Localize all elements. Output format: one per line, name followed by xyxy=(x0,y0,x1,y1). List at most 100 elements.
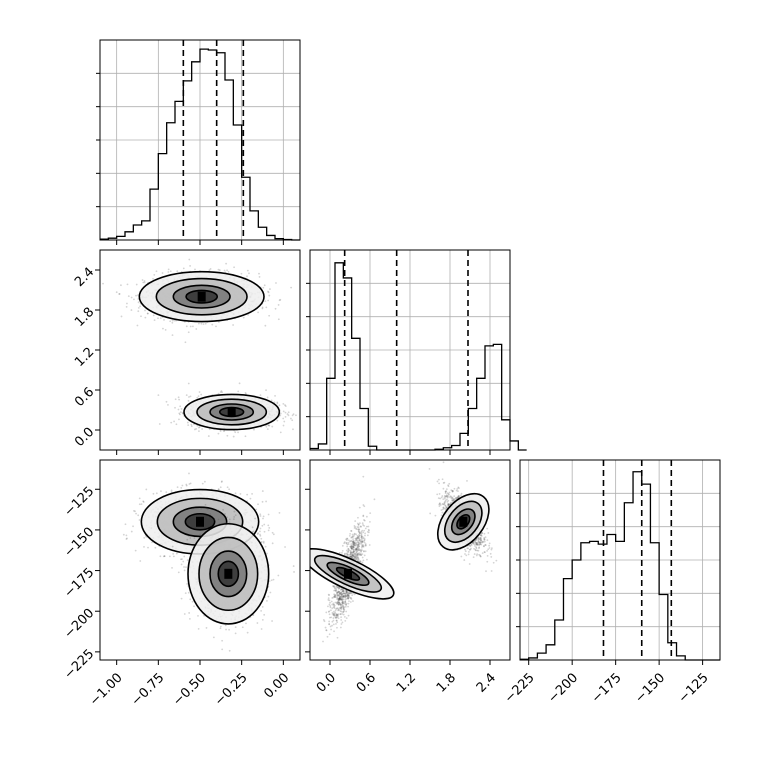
scatter-x-z-point xyxy=(176,486,179,489)
scatter-x-z-point xyxy=(221,648,224,651)
scatter-x-y-point xyxy=(158,423,161,425)
scatter-x-z-point xyxy=(222,508,224,511)
scatter-x-y-point xyxy=(232,435,235,438)
scatter-x-z-point xyxy=(185,566,187,569)
scatter-x-y-point xyxy=(204,322,207,325)
scatter-x-z-point xyxy=(293,571,295,573)
scatter-x-y-point xyxy=(232,324,234,326)
scatter-x-z-point xyxy=(260,609,263,612)
scatter-x-z-points xyxy=(122,472,315,652)
scatter-x-z-point xyxy=(122,533,125,536)
scatter-x-y-point xyxy=(185,325,188,328)
scatter-x-z-point xyxy=(170,489,173,492)
scatter-x-y-point xyxy=(102,282,104,285)
scatter-x-y-point xyxy=(188,258,191,261)
scatter-x-z-point xyxy=(163,555,166,558)
scatter-x-y-point xyxy=(179,411,182,414)
scatter-x-y-point xyxy=(217,321,220,323)
scatter-x-z-point xyxy=(265,500,268,503)
scatter-x-y-point xyxy=(118,293,121,295)
scatter-x-z-point xyxy=(217,488,220,491)
scatter-x-y-point xyxy=(276,419,279,422)
scatter-x-y-point xyxy=(258,276,261,278)
scatter-x-z-point xyxy=(206,508,209,511)
scatter-x-z-point xyxy=(225,628,227,631)
scatter-x-z-point xyxy=(182,560,185,563)
scatter-x-y-point xyxy=(140,315,142,318)
scatter-x-y-point xyxy=(161,272,164,274)
scatter-x-y-point xyxy=(136,324,139,327)
hist-y-panel xyxy=(306,249,527,455)
scatter-x-y-point xyxy=(184,341,187,344)
scatter-x-z-point xyxy=(183,555,186,558)
scatter-x-y-point xyxy=(178,398,181,401)
scatter-x-y-point xyxy=(144,309,146,312)
scatter-x-y-point xyxy=(208,269,211,272)
scatter-x-y-ytick-label: 1.2 xyxy=(72,345,97,370)
scatter-x-z-point xyxy=(188,524,191,526)
scatter-x-z-point xyxy=(183,569,186,572)
scatter-x-z-point xyxy=(233,510,236,513)
scatter-x-z-point xyxy=(201,482,204,485)
scatter-x-y-point xyxy=(137,294,139,297)
scatter-x-z-point xyxy=(130,530,133,533)
scatter-x-y-point xyxy=(248,272,250,275)
scatter-x-z-point xyxy=(228,488,231,491)
scatter-x-y-point xyxy=(291,414,294,417)
scatter-x-y-point xyxy=(167,268,170,271)
scatter-x-y-point xyxy=(275,282,277,284)
scatter-x-y-point xyxy=(197,322,200,325)
scatter-x-z-point xyxy=(180,558,182,561)
scatter-x-y-point xyxy=(165,400,168,403)
scatter-x-y-point xyxy=(152,314,155,317)
scatter-x-z-point xyxy=(259,515,262,517)
scatter-x-y-point xyxy=(279,414,282,417)
scatter-x-y-point xyxy=(223,430,225,433)
scatter-x-y-point xyxy=(141,279,144,281)
scatter-x-z-point xyxy=(234,492,237,495)
scatter-x-z-point xyxy=(266,599,268,602)
scatter-x-z-point xyxy=(172,552,175,555)
scatter-x-y-point xyxy=(217,432,220,435)
scatter-x-y-point xyxy=(219,430,222,432)
scatter-x-y-point xyxy=(187,424,190,427)
scatter-x-y-point xyxy=(159,317,162,320)
scatter-x-y-point xyxy=(273,401,276,404)
scatter-x-y-point xyxy=(153,274,156,276)
scatter-x-y-point xyxy=(178,412,181,415)
scatter-x-z-point xyxy=(262,517,264,520)
scatter-x-z-point xyxy=(262,540,265,543)
scatter-x-y-point xyxy=(137,301,140,304)
scatter-x-y-point xyxy=(190,425,193,428)
scatter-x-y-point xyxy=(227,270,230,273)
scatter-x-y-point xyxy=(264,324,267,327)
scatter-x-y-point xyxy=(185,394,188,397)
scatter-x-z-point xyxy=(267,524,270,527)
scatter-x-y-point xyxy=(282,424,285,427)
scatter-x-z-point xyxy=(142,500,145,503)
scatter-x-z-point xyxy=(267,595,270,598)
scatter-x-z-point xyxy=(189,537,192,539)
scatter-x-y-point xyxy=(133,298,135,301)
scatter-x-y-point xyxy=(178,418,180,421)
scatter-x-z-point xyxy=(269,591,272,594)
scatter-x-z-point xyxy=(262,515,265,518)
scatter-x-z-point xyxy=(260,541,263,543)
scatter-x-z-point xyxy=(257,503,259,506)
scatter-x-z-point xyxy=(313,534,315,536)
scatter-x-y-point xyxy=(126,283,129,286)
scatter-x-z-point xyxy=(224,624,227,627)
scatter-x-z-point xyxy=(270,579,273,582)
scatter-x-z-point xyxy=(200,507,203,510)
scatter-x-y-point xyxy=(244,392,247,394)
scatter-x-y-point xyxy=(242,316,245,319)
scatter-x-z-point xyxy=(193,605,195,608)
scatter-x-y-point xyxy=(226,269,228,272)
scatter-x-y-point xyxy=(247,313,250,316)
scatter-x-z-point xyxy=(266,552,268,555)
scatter-x-y-point xyxy=(198,391,201,393)
scatter-x-y-point xyxy=(186,421,189,424)
scatter-x-y-point xyxy=(194,268,196,271)
scatter-x-y-point xyxy=(137,306,140,309)
scatter-x-y-point xyxy=(118,293,121,295)
